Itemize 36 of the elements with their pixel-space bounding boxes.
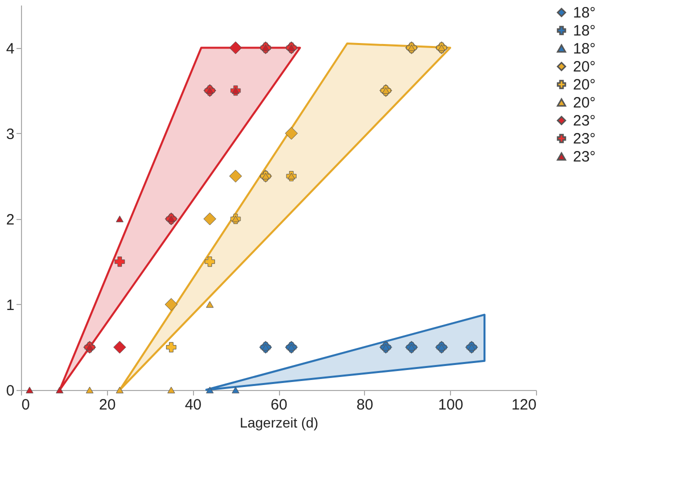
point xyxy=(86,386,94,394)
point xyxy=(116,386,124,394)
point xyxy=(229,170,242,182)
point xyxy=(166,342,176,352)
legend-label: 20° xyxy=(573,94,596,112)
x-tick-label: 0 xyxy=(22,396,30,414)
legend-label: 18° xyxy=(573,4,596,22)
point xyxy=(56,386,64,394)
legend-label: 18° xyxy=(573,40,596,58)
y-tick-label: 4 xyxy=(6,40,14,58)
legend-label: 18° xyxy=(573,22,596,40)
x-tick-label: 100 xyxy=(438,396,464,414)
point xyxy=(206,301,214,308)
point xyxy=(204,256,215,267)
legend-label: 23° xyxy=(573,130,596,148)
legend-label: 20° xyxy=(573,58,596,76)
point xyxy=(232,386,240,394)
y-tick-label: 3 xyxy=(6,126,14,143)
y-tick-label: 2 xyxy=(6,211,14,228)
point xyxy=(285,126,298,140)
x-tick-label: 40 xyxy=(184,396,202,414)
legend-label: 20° xyxy=(573,76,596,94)
x-axis-title: Lagerzeit (d) xyxy=(240,414,318,430)
point xyxy=(116,216,124,222)
y-tick-label: 1 xyxy=(6,296,14,314)
point xyxy=(206,386,214,394)
point xyxy=(26,386,34,394)
x-tick-label: 60 xyxy=(270,396,288,414)
x-tick-label: 120 xyxy=(511,396,536,414)
point xyxy=(114,256,125,267)
legend-label: 23° xyxy=(573,148,596,166)
y-tick-label: 0 xyxy=(6,382,14,400)
legend-label: 23° xyxy=(573,112,596,130)
x-tick-label: 20 xyxy=(98,396,116,414)
point xyxy=(167,386,175,394)
x-tick-label: 80 xyxy=(356,396,374,414)
